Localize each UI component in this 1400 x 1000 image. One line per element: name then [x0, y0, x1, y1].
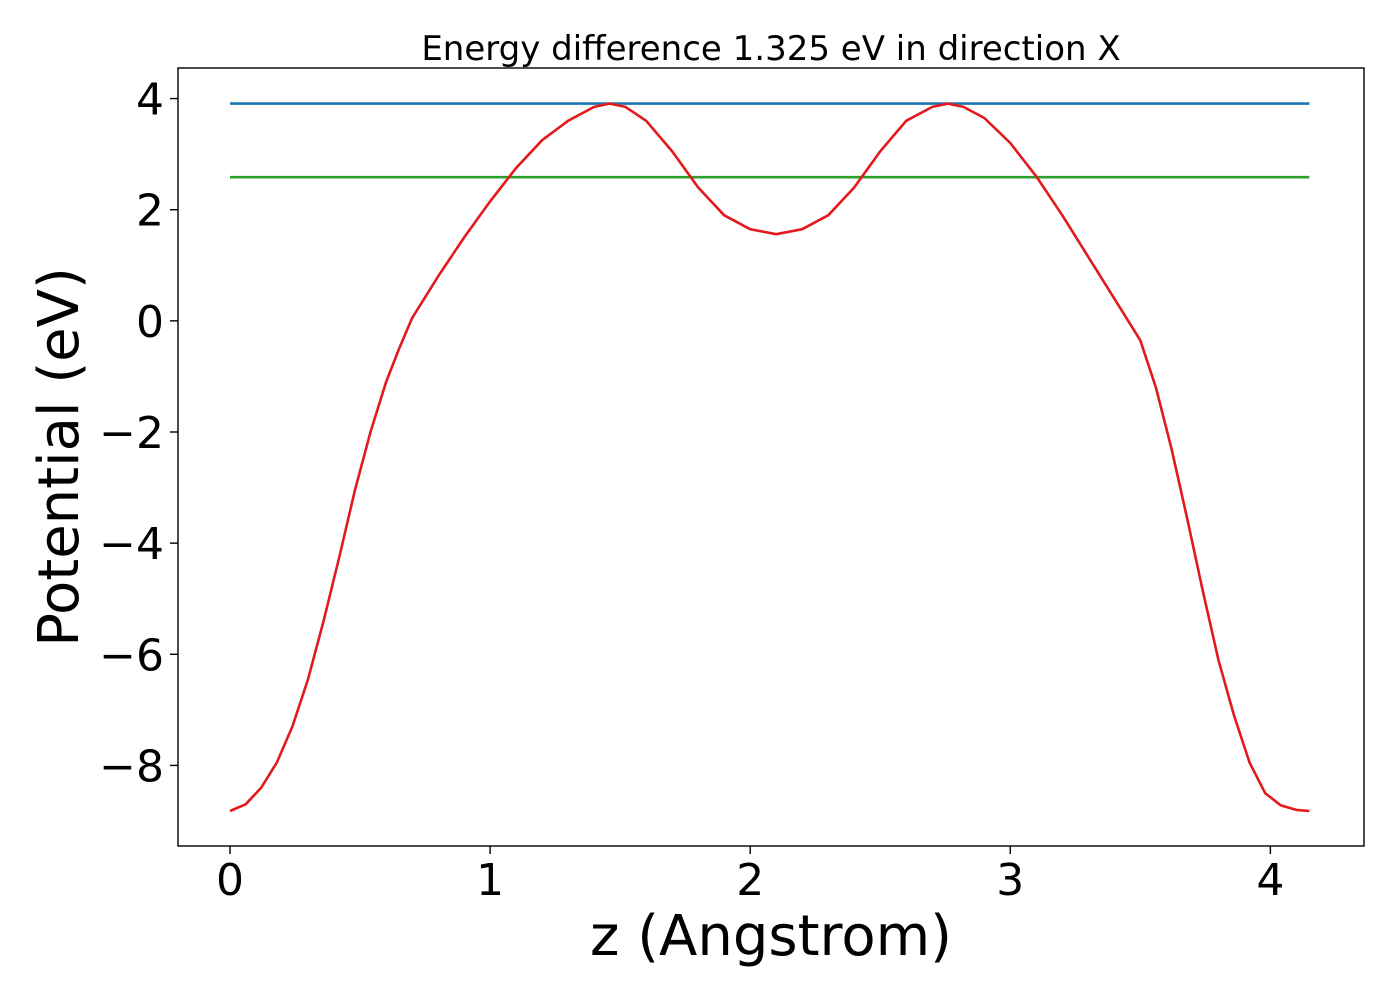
- x-tick-label: 3: [996, 855, 1024, 906]
- series-layer: [229, 102, 1310, 813]
- y-tick-label: 2: [136, 186, 164, 237]
- plot-frame: [177, 67, 1365, 847]
- y-tick-label: −6: [99, 630, 164, 681]
- y-tick-label: 4: [136, 75, 164, 126]
- y-tick-label: −8: [99, 741, 164, 792]
- chart-title: Energy difference 1.325 eV in direction …: [421, 29, 1120, 69]
- y-tick-label: −2: [99, 408, 164, 459]
- x-tick-label: 1: [476, 855, 504, 906]
- x-axis-ticks: 0 1 2 3 4: [216, 846, 1284, 906]
- y-tick-label: 0: [136, 297, 164, 348]
- x-axis-label: z (Angstrom): [590, 904, 952, 969]
- y-axis-ticks: −8 −6 −4 −2 0 2 4: [99, 75, 178, 792]
- y-axis-label: Potential (eV): [27, 267, 92, 647]
- x-tick-label: 0: [216, 855, 244, 906]
- y-tick-label: −4: [99, 519, 164, 570]
- series-line-2: [229, 102, 1310, 813]
- x-tick-label: 2: [736, 855, 764, 906]
- x-tick-label: 4: [1256, 855, 1284, 906]
